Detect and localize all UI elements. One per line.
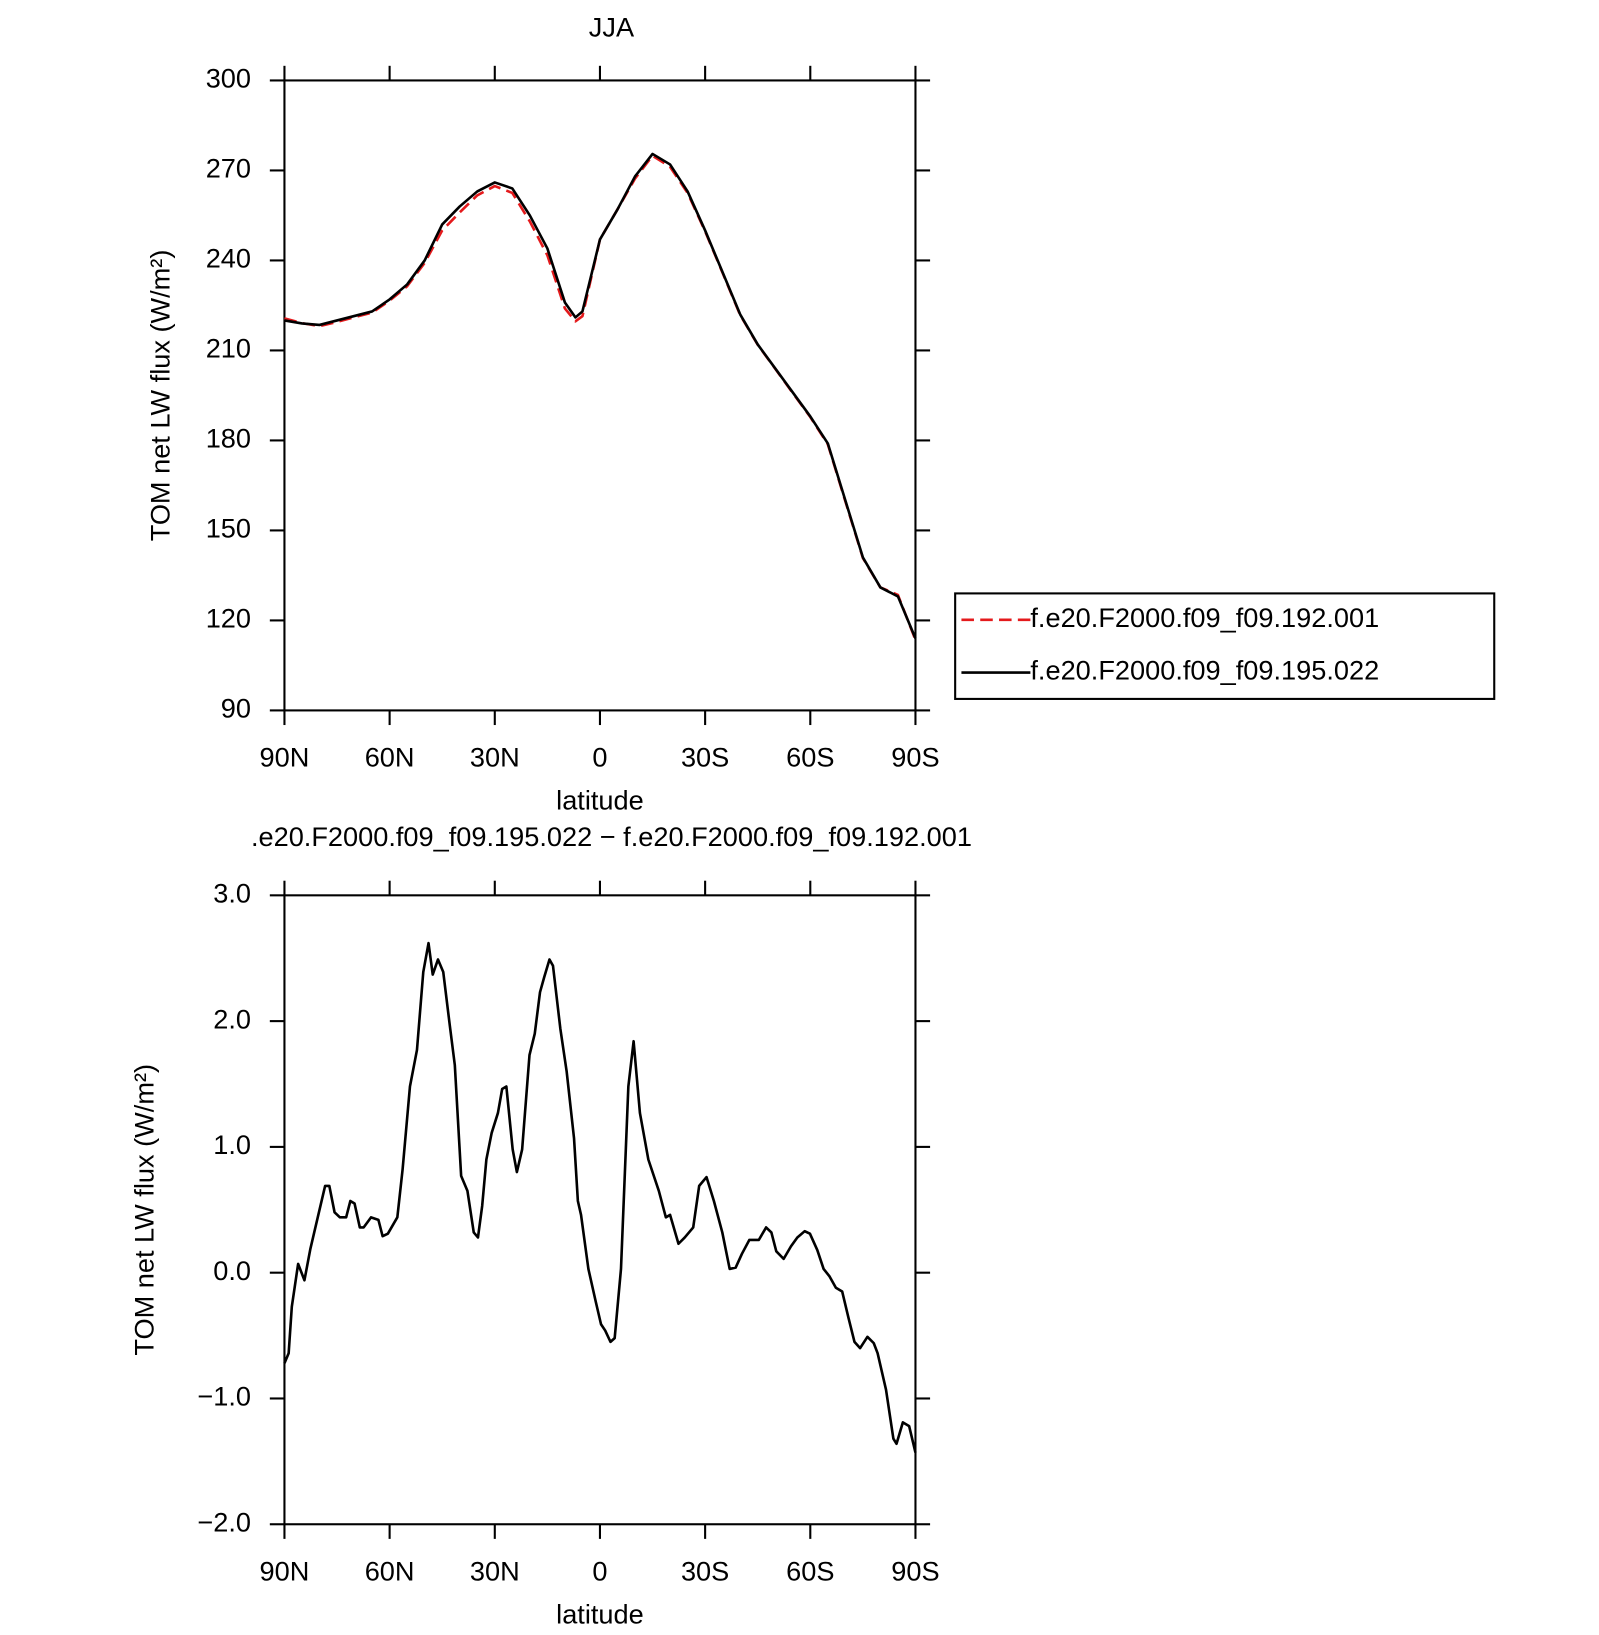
plot-frame	[283, 79, 917, 712]
data-line	[283, 941, 917, 1453]
x-tick-label: 0	[592, 1556, 607, 1587]
y-tick-label: −2.0	[197, 1506, 251, 1537]
x-tick-label: 60N	[365, 1556, 415, 1587]
y-tick-label: 2.0	[213, 1003, 251, 1034]
legend-label: f.e20.F2000.f09_f09.192.001	[1030, 602, 1379, 633]
y-tick-label: 180	[206, 423, 251, 454]
y-tick-label: 0.0	[213, 1255, 251, 1286]
y-tick-label: 90	[221, 693, 251, 724]
legend-label: f.e20.F2000.f09_f09.195.022	[1030, 655, 1379, 686]
data-line	[284, 152, 917, 639]
x-tick-label: 60N	[365, 742, 415, 773]
x-tick-label: 60S	[786, 742, 834, 773]
y-axis-label: TOM net LW flux (W/m²)	[129, 1064, 160, 1356]
y-axis-label: TOM net LW flux (W/m²)	[144, 250, 175, 542]
x-axis-label: latitude	[556, 785, 644, 816]
legend-box	[954, 592, 1496, 700]
x-tick-label: 30S	[681, 742, 729, 773]
y-tick-label: 300	[206, 63, 251, 94]
chart-title: JJA	[589, 11, 635, 42]
x-tick-label: 90S	[891, 742, 939, 773]
x-axis-label: latitude	[556, 1598, 644, 1629]
y-tick-label: 210	[206, 333, 251, 364]
x-tick-label: 30S	[681, 1556, 729, 1587]
y-tick-label: 270	[206, 153, 251, 184]
chart-title: .e20.F2000.f09_f09.195.022 − f.e20.F2000…	[251, 821, 972, 852]
x-tick-label: 60S	[786, 1556, 834, 1587]
x-tick-label: 0	[592, 742, 607, 773]
y-tick-label: 1.0	[213, 1129, 251, 1160]
x-tick-label: 90N	[260, 742, 310, 773]
y-tick-label: 150	[206, 513, 251, 544]
data-line	[284, 154, 917, 641]
y-tick-label: 3.0	[213, 878, 251, 909]
plot-frame	[283, 894, 917, 1526]
x-tick-label: 30N	[470, 1556, 520, 1587]
x-tick-label: 30N	[470, 742, 520, 773]
x-tick-label: 90N	[260, 1556, 310, 1587]
y-tick-label: −1.0	[197, 1381, 251, 1412]
x-tick-label: 90S	[891, 1556, 939, 1587]
y-tick-label: 120	[206, 603, 251, 634]
y-tick-label: 240	[206, 243, 251, 274]
